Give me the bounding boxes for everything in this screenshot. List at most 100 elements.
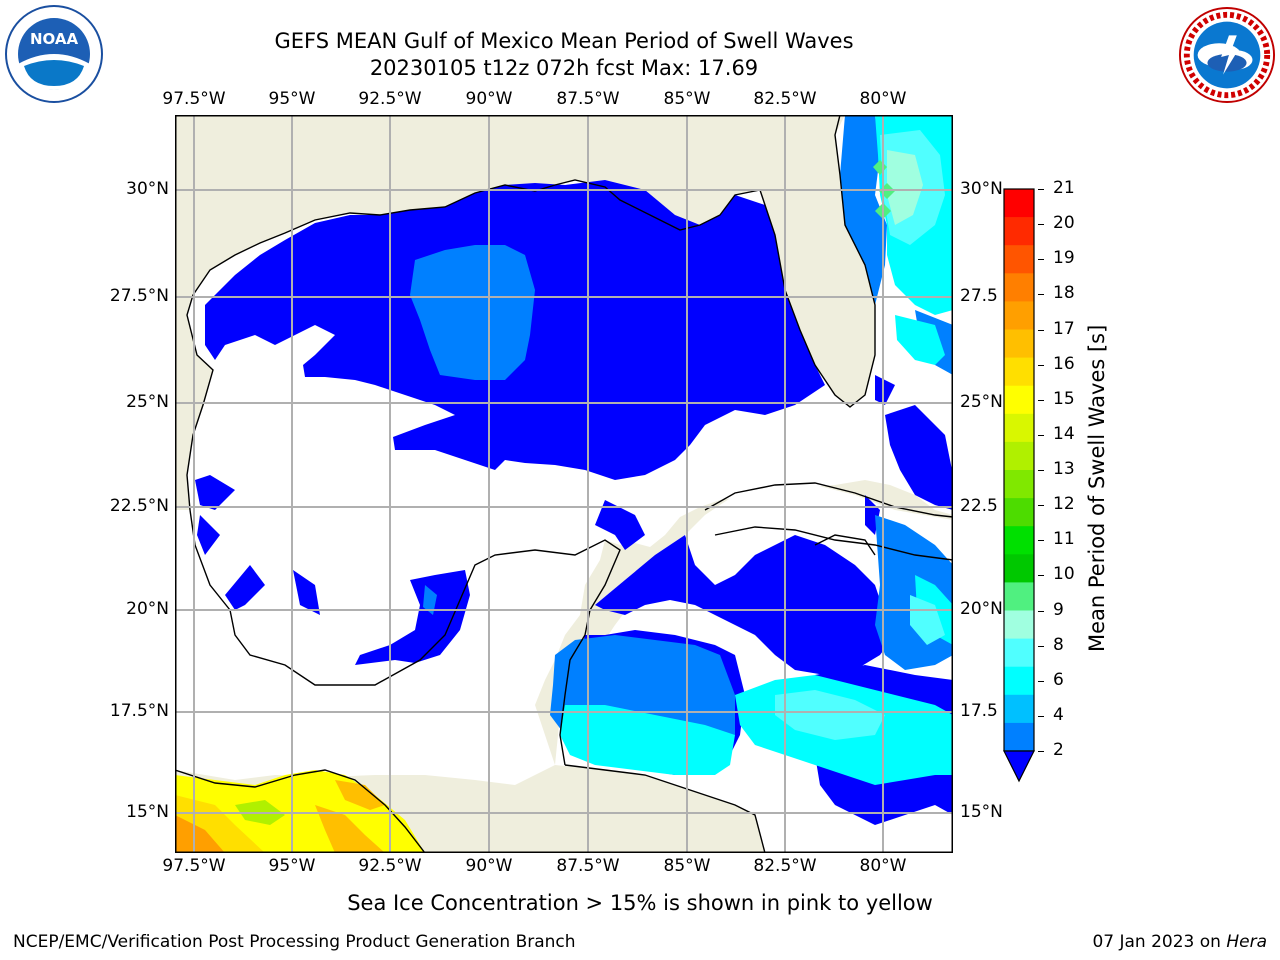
lon-tick-bottom: 85°W — [663, 856, 711, 876]
colorbar-tick-label: 4 — [1053, 704, 1064, 725]
lat-tick-left: 20°N — [126, 599, 169, 619]
noaa-logo-icon: NOAA — [5, 5, 103, 103]
colorbar-tick-label: 20 — [1053, 213, 1075, 234]
colorbar-swatch — [1004, 441, 1034, 471]
lat-tick-left: 17.5°N — [109, 701, 169, 721]
colorbar-tick-mark — [1038, 505, 1044, 507]
colorbar-swatch — [1004, 413, 1034, 443]
coastlines — [175, 115, 953, 853]
colorbar-tick-mark — [1038, 575, 1044, 577]
footer-left: NCEP/EMC/Verification Post Processing Pr… — [13, 932, 576, 952]
pacific-high-swell-region — [175, 770, 425, 853]
colorbar-tick-label: 11 — [1053, 529, 1075, 550]
colorbar-swatch — [1004, 526, 1034, 555]
colorbar-tick-label: 18 — [1053, 283, 1075, 304]
footer-right: 07 Jan 2023 on Hera — [1092, 932, 1267, 952]
sea-ice-caption-text: Sea Ice Concentration > 15% is shown in … — [347, 891, 933, 915]
lat-tick-right: 22.5 — [960, 496, 998, 516]
colorbar-tick-label: 12 — [1053, 494, 1075, 515]
colorbar-tick-mark — [1038, 680, 1044, 682]
colorbar-tick-label: 10 — [1053, 564, 1075, 585]
noaa-logo-text: NOAA — [30, 30, 79, 48]
colorbar-tick-mark — [1038, 189, 1044, 190]
lon-tick-top: 90°W — [465, 89, 513, 109]
colorbar-swatch — [1004, 610, 1034, 640]
colorbar-swatch — [1004, 722, 1034, 752]
footer-host: Hera — [1226, 932, 1267, 952]
colorbar-tick-label: 19 — [1053, 248, 1075, 269]
colorbar-tick-label: 9 — [1053, 599, 1064, 620]
swell-4-6-regions — [410, 115, 953, 775]
colorbar-tick-mark — [1038, 751, 1044, 752]
lon-tick-top: 80°W — [859, 89, 907, 109]
colorbar-tick-label: 6 — [1053, 669, 1064, 690]
footer-date: 07 Jan 2023 on — [1092, 932, 1227, 952]
colorbar-swatch — [1004, 245, 1034, 274]
colorbar-tick-mark — [1038, 259, 1044, 261]
colorbar-tick-mark — [1038, 645, 1044, 647]
sea-ice-caption: Sea Ice Concentration > 15% is shown in … — [0, 891, 1280, 915]
colorbar-tick-mark — [1038, 470, 1044, 471]
lon-tick-bottom: 82.5°W — [753, 856, 817, 876]
colorbar-swatch — [1004, 385, 1034, 415]
colorbar-swatch — [1004, 301, 1034, 330]
lat-tick-left: 22.5°N — [109, 496, 169, 516]
colorbar-tick-label: 2 — [1053, 740, 1064, 760]
lon-tick-top: 87.5°W — [556, 89, 620, 109]
colorbar-tick-mark — [1038, 715, 1044, 717]
colorbar-swatch — [1004, 666, 1034, 696]
colorbar-swatch — [1004, 470, 1034, 499]
lat-tick-left: 30°N — [126, 179, 169, 199]
colorbar-swatch — [1004, 498, 1034, 527]
colorbar-label: Mean Period of Swell Waves [s] — [1085, 324, 1109, 652]
colorbar-tick-mark — [1038, 399, 1044, 401]
map-subtitle: 20230105 t12z 072h fcst Max: 17.69 — [369, 56, 759, 80]
colorbar-swatch — [1004, 638, 1034, 668]
colorbar — [1003, 188, 1035, 783]
colorbar-tick-mark — [1038, 224, 1044, 226]
colorbar-tick-mark — [1038, 540, 1044, 542]
lon-tick-bottom: 80°W — [859, 856, 907, 876]
lat-tick-right: 20°N — [960, 599, 1003, 619]
colorbar-swatch — [1004, 329, 1034, 359]
lon-tick-bottom: 95°W — [268, 856, 316, 876]
lat-tick-right: 25°N — [960, 392, 1003, 412]
colorbar-extend-arrow — [1003, 750, 1035, 783]
lon-tick-bottom: 87.5°W — [556, 856, 620, 876]
lon-tick-top: 82.5°W — [753, 89, 817, 109]
map-border — [175, 115, 953, 853]
lat-tick-left: 15°N — [126, 802, 169, 822]
colorbar-tick-mark — [1038, 434, 1044, 436]
colorbar-tick-label: 21 — [1053, 178, 1075, 198]
colorbar-tick-label: 17 — [1053, 318, 1075, 339]
lat-lon-grid — [175, 115, 953, 853]
lon-tick-bottom: 90°W — [465, 856, 513, 876]
gulf-of-mexico-map — [175, 115, 953, 853]
colorbar-swatch — [1004, 357, 1034, 387]
colorbar-tick-label: 15 — [1053, 388, 1075, 409]
colorbar-tick-label: 8 — [1053, 634, 1064, 655]
colorbar-swatch — [1004, 554, 1034, 583]
lon-tick-top: 85°W — [663, 89, 711, 109]
colorbar-swatch — [1004, 217, 1034, 246]
colorbar-tick-mark — [1038, 364, 1044, 366]
colorbar-tick-mark — [1038, 610, 1044, 612]
lon-tick-bottom: 92.5°W — [358, 856, 422, 876]
colorbar-swatch — [1004, 189, 1034, 218]
western-gulf-water — [190, 435, 615, 685]
colorbar-tick-mark — [1038, 329, 1044, 331]
lon-tick-top: 92.5°W — [358, 89, 422, 109]
swell-9-10-regions — [887, 150, 923, 225]
lat-tick-right: 27.5 — [960, 286, 998, 306]
lon-tick-bottom: 97.5°W — [162, 856, 226, 876]
colorbar-tick-mark — [1038, 294, 1044, 296]
map-title: GEFS MEAN Gulf of Mexico Mean Period of … — [274, 29, 854, 53]
colorbar-tick-label: 13 — [1053, 459, 1075, 479]
lon-tick-top: 95°W — [268, 89, 316, 109]
colorbar-swatch — [1004, 273, 1034, 302]
colorbar-swatch — [1004, 694, 1034, 724]
colorbar-tick-label: 16 — [1053, 353, 1075, 374]
colorbar-swatch — [1004, 582, 1034, 611]
lat-tick-right: 15°N — [960, 802, 1003, 822]
lat-tick-left: 25°N — [126, 392, 169, 412]
